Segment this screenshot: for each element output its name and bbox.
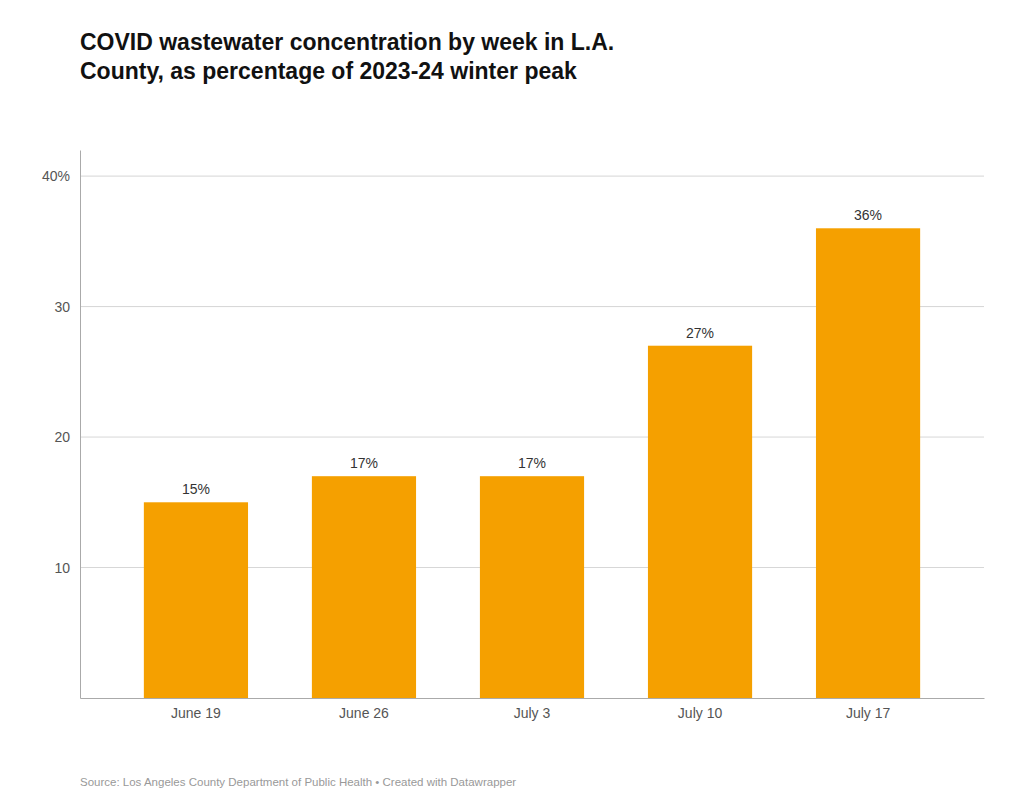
y-tick: 20: [54, 429, 80, 445]
y-tick: 30: [54, 299, 80, 315]
x-tick: July 10: [678, 705, 723, 721]
y-axis-line: [80, 151, 81, 699]
x-tick: June 19: [171, 705, 221, 721]
data-label: 27%: [686, 325, 714, 341]
y-tick-label: 20: [54, 429, 70, 445]
title-line: County, as percentage of 2023-24 winter …: [80, 58, 577, 84]
x-axis-line: [81, 698, 985, 699]
y-tick-label: 30: [54, 299, 70, 315]
x-tick-label: July 10: [678, 705, 723, 721]
data-label: 15%: [182, 481, 210, 497]
x-axis: June 19 June 26 July 3 July 10 July 17: [81, 699, 985, 721]
bar: [480, 476, 584, 698]
title: COVID wastewater concentration by week i…: [80, 29, 614, 84]
x-tick-label: July 17: [846, 705, 891, 721]
bar: [144, 502, 248, 698]
chart-svg: COVID wastewater concentration by week i…: [0, 0, 1024, 808]
bar: [648, 346, 752, 698]
x-tick: July 3: [514, 705, 551, 721]
x-tick-label: July 3: [514, 705, 551, 721]
title-line: COVID wastewater concentration by week i…: [80, 29, 614, 55]
data-label: 17%: [518, 455, 546, 471]
x-tick: July 17: [846, 705, 891, 721]
plot: 15%17%17%27%36%10203040%June 19June 26Ju…: [42, 151, 985, 721]
bar: [816, 228, 920, 698]
x-tick-label: June 26: [339, 705, 389, 721]
y-tick: 40%: [42, 168, 80, 184]
data-label: 17%: [350, 455, 378, 471]
chart-container: COVID wastewater concentration by week i…: [0, 0, 1024, 808]
y-tick-label: 10: [54, 560, 70, 576]
grid-line: [80, 176, 984, 177]
source: Source: Los Angeles County Department of…: [80, 776, 516, 788]
y-tick: 10: [54, 560, 80, 576]
y-axis: 10 20 30 40%: [42, 151, 81, 699]
x-tick-label: June 19: [171, 705, 221, 721]
x-tick: June 26: [339, 705, 389, 721]
bar: [312, 476, 416, 698]
y-tick-label: 40%: [42, 168, 70, 184]
data-label: 36%: [854, 207, 882, 223]
data-labels: 15% 17% 17% 27% 36%: [182, 207, 882, 497]
bars: [144, 228, 920, 698]
